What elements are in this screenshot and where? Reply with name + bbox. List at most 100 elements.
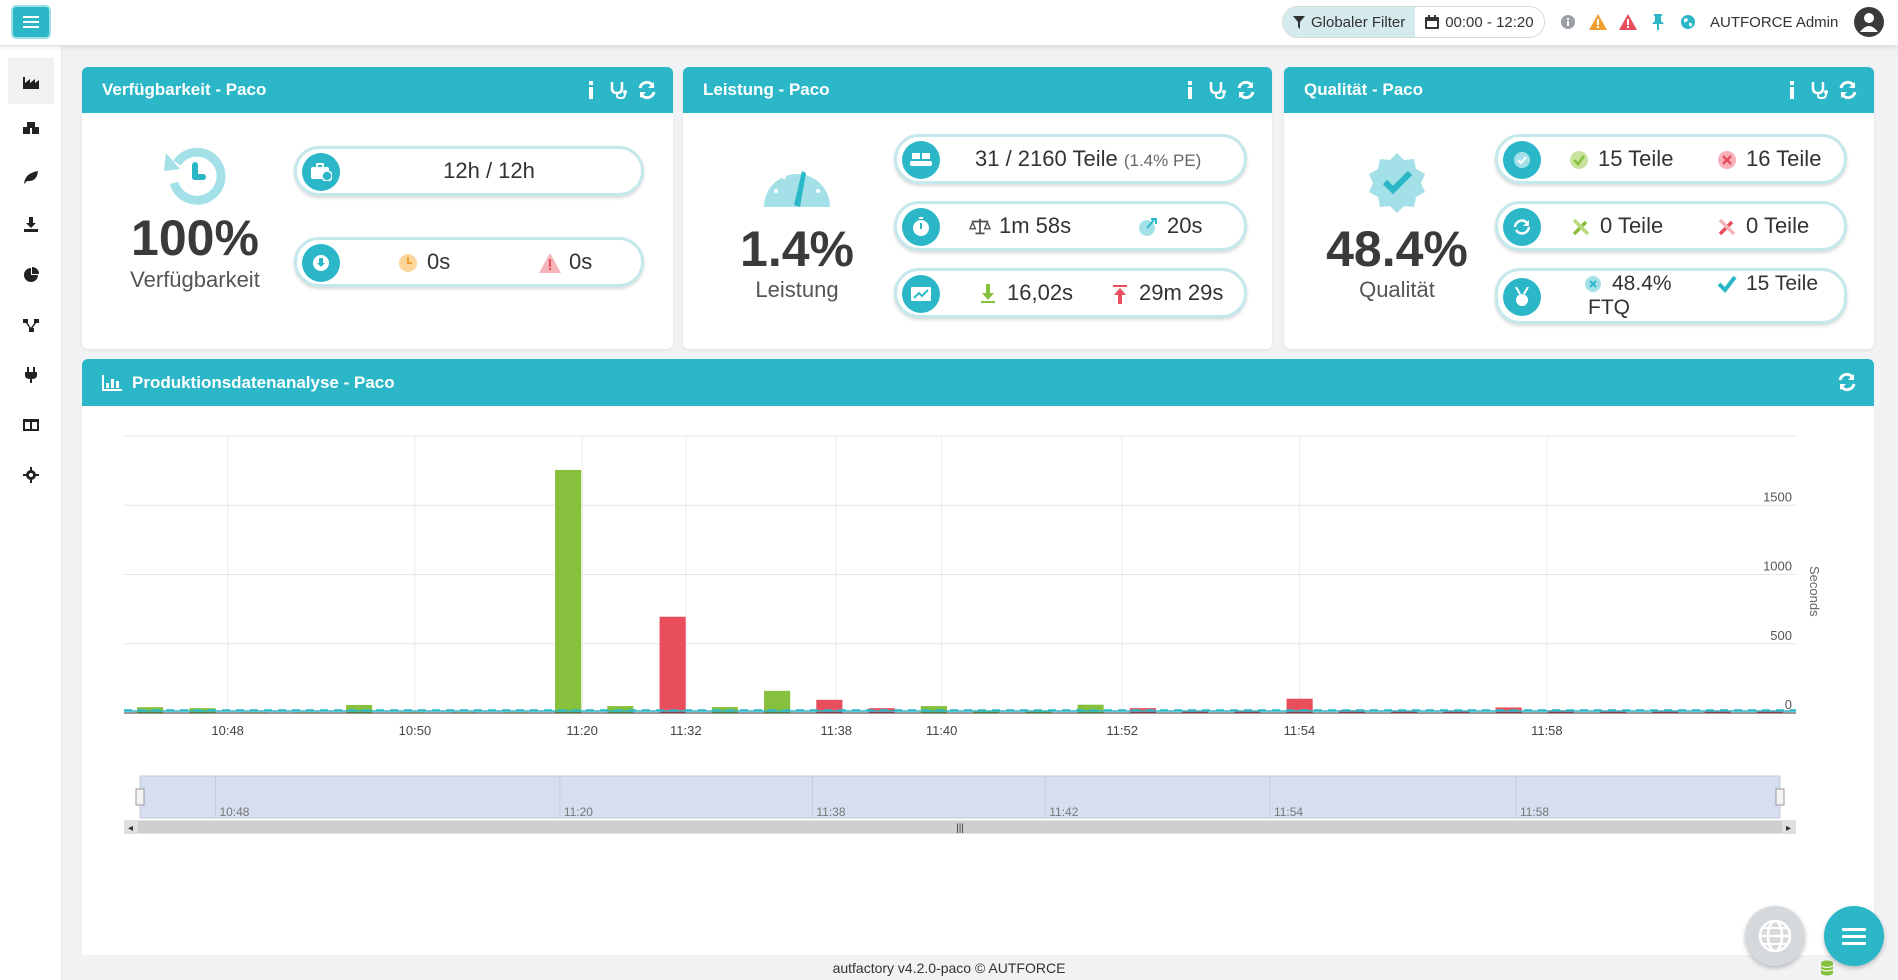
language-button[interactable] [1745,906,1805,966]
database-icon [1820,960,1834,976]
avatar[interactable] [1854,7,1885,37]
chart-bar [1600,710,1627,713]
target-time-icon [1137,216,1159,238]
navigator-handle-right [1775,788,1785,806]
sidebar-item-dashboard[interactable] [8,58,54,104]
boxes-icon [23,122,39,134]
ftq-pill: 48.4% FTQ 15 Teile [1495,268,1847,324]
availability-card-header: Verfügbarkeit - Paco [82,67,673,113]
stethoscope-icon[interactable] [1208,79,1228,101]
checkmark-icon [1716,273,1738,295]
download-icon [24,217,38,232]
certified-badge-icon [1366,151,1428,213]
chart-bar [1495,707,1522,713]
globe-icon [1758,919,1792,953]
x-tick-label: 11:40 [926,723,958,738]
navigator-tick-label: 11:58 [1520,805,1549,819]
global-filter-button[interactable]: Globaler Filter [1283,7,1416,37]
chart-bar [1652,710,1679,713]
sidebar-item-settings[interactable] [8,452,54,498]
quality-card: Qualität - Paco 48.4% Qualität 15 Teile … [1284,67,1874,349]
refresh-icon[interactable] [1236,79,1256,101]
check-circle-icon [1503,141,1541,179]
pin-icon[interactable] [1648,12,1668,32]
bad-parts-value: 16 Teile [1746,146,1822,171]
floating-menu-button[interactable] [1824,906,1884,966]
chart-bar [659,616,686,713]
runtime-value: 12h / 12h [443,158,535,183]
sidebar-item-products[interactable] [8,106,54,152]
cog-icon [23,467,39,483]
info-icon[interactable] [1782,79,1802,101]
chart-navigator[interactable]: 10:48 11:20 11:38 11:42 11:54 11:58 ◂ ▸ ||| [124,775,1796,834]
performance-label: Leistung [755,277,839,302]
chart-bar [1234,710,1261,713]
menu-toggle-button[interactable] [11,5,51,39]
medal-icon [1503,278,1541,316]
chart-bar [816,699,843,713]
top-icon-group: AUTFORCE Admin [1558,7,1885,37]
parts-value: 31 / 2160 Teile [975,146,1118,171]
y-tick-label: 1000 [1763,559,1792,574]
unplanned-downtime: 0s [539,249,592,275]
sidebar-item-connectors[interactable] [8,352,54,398]
balance-scale-icon [969,216,991,238]
navigator-tick-label: 10:48 [219,805,249,819]
production-chart[interactable]: 0 500 1000 1500 Seconds 10:48 10:50 11:20 11:32 1… [82,406,1874,955]
ftq-good: 15 Teile [1716,272,1818,296]
performance-card: Leistung - Paco 1.4% Leistung 31 / 2160 … [683,67,1272,349]
chart-bar [137,707,164,713]
calendar-icon [1425,15,1440,29]
warning-icon[interactable] [1588,12,1608,32]
time-range-button[interactable]: 00:00 - 12:20 [1415,7,1544,37]
sidebar-item-network[interactable] [8,302,54,348]
chart-bar [1756,710,1783,713]
rework-nok: 0 Teile [1716,213,1809,239]
globe-icon[interactable] [1678,12,1698,32]
briefcase-clock-icon [302,153,340,191]
y-tick-label: 1500 [1763,489,1792,504]
unplanned-downtime-value: 0s [569,249,593,274]
navigator-range [139,775,1781,819]
chart-bar [1077,704,1104,713]
navigator-tick-label: 11:42 [1049,805,1078,819]
user-name[interactable]: AUTFORCE Admin [1710,13,1839,31]
info-icon[interactable] [1558,12,1578,32]
alert-icon[interactable] [1618,12,1638,32]
info-icon[interactable] [581,79,601,101]
sidebar-item-layout[interactable] [8,402,54,448]
chart-bar [973,710,1000,713]
chart-bar [555,469,582,713]
refresh-icon[interactable] [1838,79,1858,101]
chart-bars [137,469,1783,713]
good-parts-value: 15 Teile [1598,146,1674,171]
trend-chart-icon [902,275,940,313]
sidebar-item-energy[interactable] [8,154,54,200]
x-tick-label: 10:50 [399,723,432,738]
chart-axes: 0 500 1000 1500 Seconds 10:48 10:50 11:20 11:32 1… [124,489,1822,738]
stopwatch-icon [902,208,940,246]
parts-percent: (1.4% PE) [1123,151,1202,170]
plug-icon [25,367,37,383]
sidebar-item-reports[interactable] [8,252,54,298]
rework-ok: 0 Teile [1570,213,1663,239]
ftq-icon [1582,273,1604,295]
time-range-label: 00:00 - 12:20 [1445,13,1534,31]
history-icon [162,143,228,209]
download-circle-icon [302,244,340,282]
chart-bar [1391,710,1418,713]
cycle-time-pill: 1m 58s 20s [894,201,1247,251]
sidebar-item-download[interactable] [8,202,54,248]
x-tick-label: 11:54 [1284,723,1316,738]
parts-pill: 31 / 2160 Teile (1.4% PE) [894,134,1247,184]
arrow-up-icon [1109,283,1131,305]
area-chart-icon [102,374,122,392]
info-icon[interactable] [1180,79,1200,101]
stethoscope-icon[interactable] [1810,79,1830,101]
cycle-range-pill: 16,02s 29m 29s [894,268,1247,318]
refresh-icon[interactable] [1836,371,1858,393]
planned-downtime-value: 0s [427,249,451,274]
stethoscope-icon[interactable] [609,79,629,101]
refresh-icon[interactable] [637,79,657,101]
bad-parts: 16 Teile [1716,146,1821,172]
